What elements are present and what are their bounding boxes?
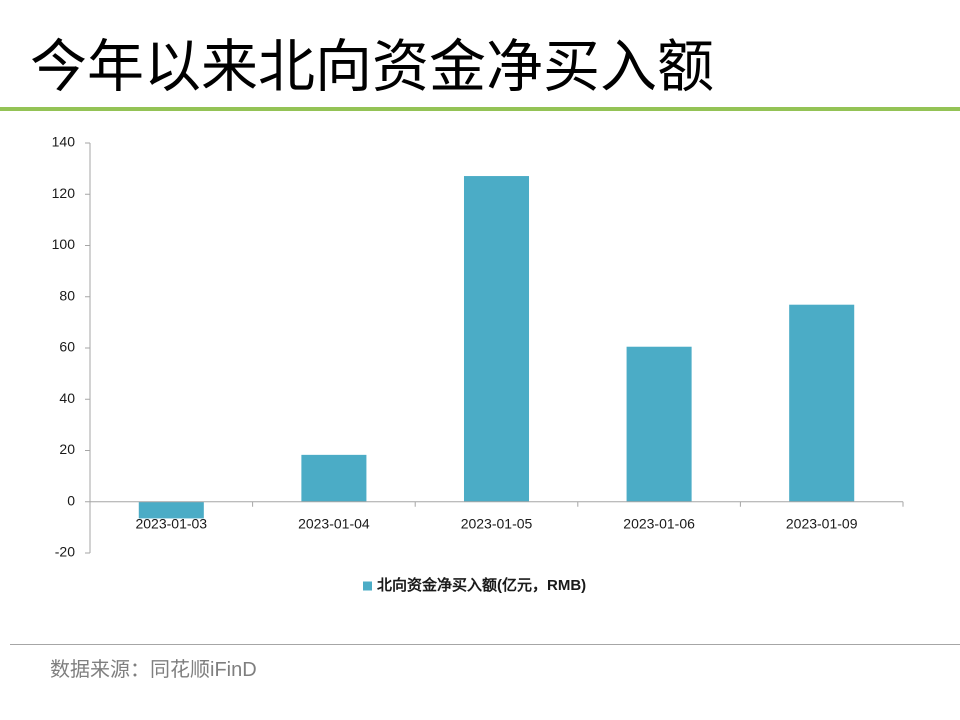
x-tick-label: 2023-01-06 (623, 515, 695, 531)
y-tick-label: 60 (59, 339, 75, 355)
x-tick-label: 2023-01-04 (298, 515, 370, 531)
bar-2023-01-05 (463, 176, 530, 502)
x-tick-label: 2023-01-09 (786, 515, 858, 531)
x-tick-label: 2023-01-03 (135, 515, 207, 531)
title-underline (0, 107, 960, 111)
chart-canvas: -20 0 20 40 60 80 100 120 140 2023-01-03 2023-01-0… (52, 134, 904, 594)
bar-2023-01-09 (789, 304, 855, 502)
slide-title: 今年以来北向资金净买入额 (30, 35, 714, 99)
y-tick-label: 80 (59, 287, 75, 303)
y-tick-label: 0 (67, 492, 75, 508)
bar-2023-01-03 (138, 501, 204, 519)
y-tick-label: -20 (55, 544, 75, 560)
y-tick-label: 140 (52, 134, 76, 150)
footer-divider (10, 644, 960, 645)
data-source-note: 数据来源：同花顺iFinD (50, 659, 257, 681)
y-tick-label: 40 (59, 390, 75, 406)
y-tick-label: 120 (52, 185, 76, 201)
legend-label: 北向资金净买入额(亿元，RMB) (377, 576, 586, 594)
x-tick-label: 2023-01-05 (461, 515, 533, 531)
bar-chart: -20 0 20 40 60 80 100 120 140 2023-01-03 2023-01-0… (0, 120, 960, 620)
y-tick-label: 100 (52, 236, 76, 252)
bar-2023-01-06 (626, 346, 692, 502)
y-tick-label: 20 (59, 441, 75, 457)
legend-swatch (363, 581, 372, 591)
bar-2023-01-04 (301, 454, 367, 502)
